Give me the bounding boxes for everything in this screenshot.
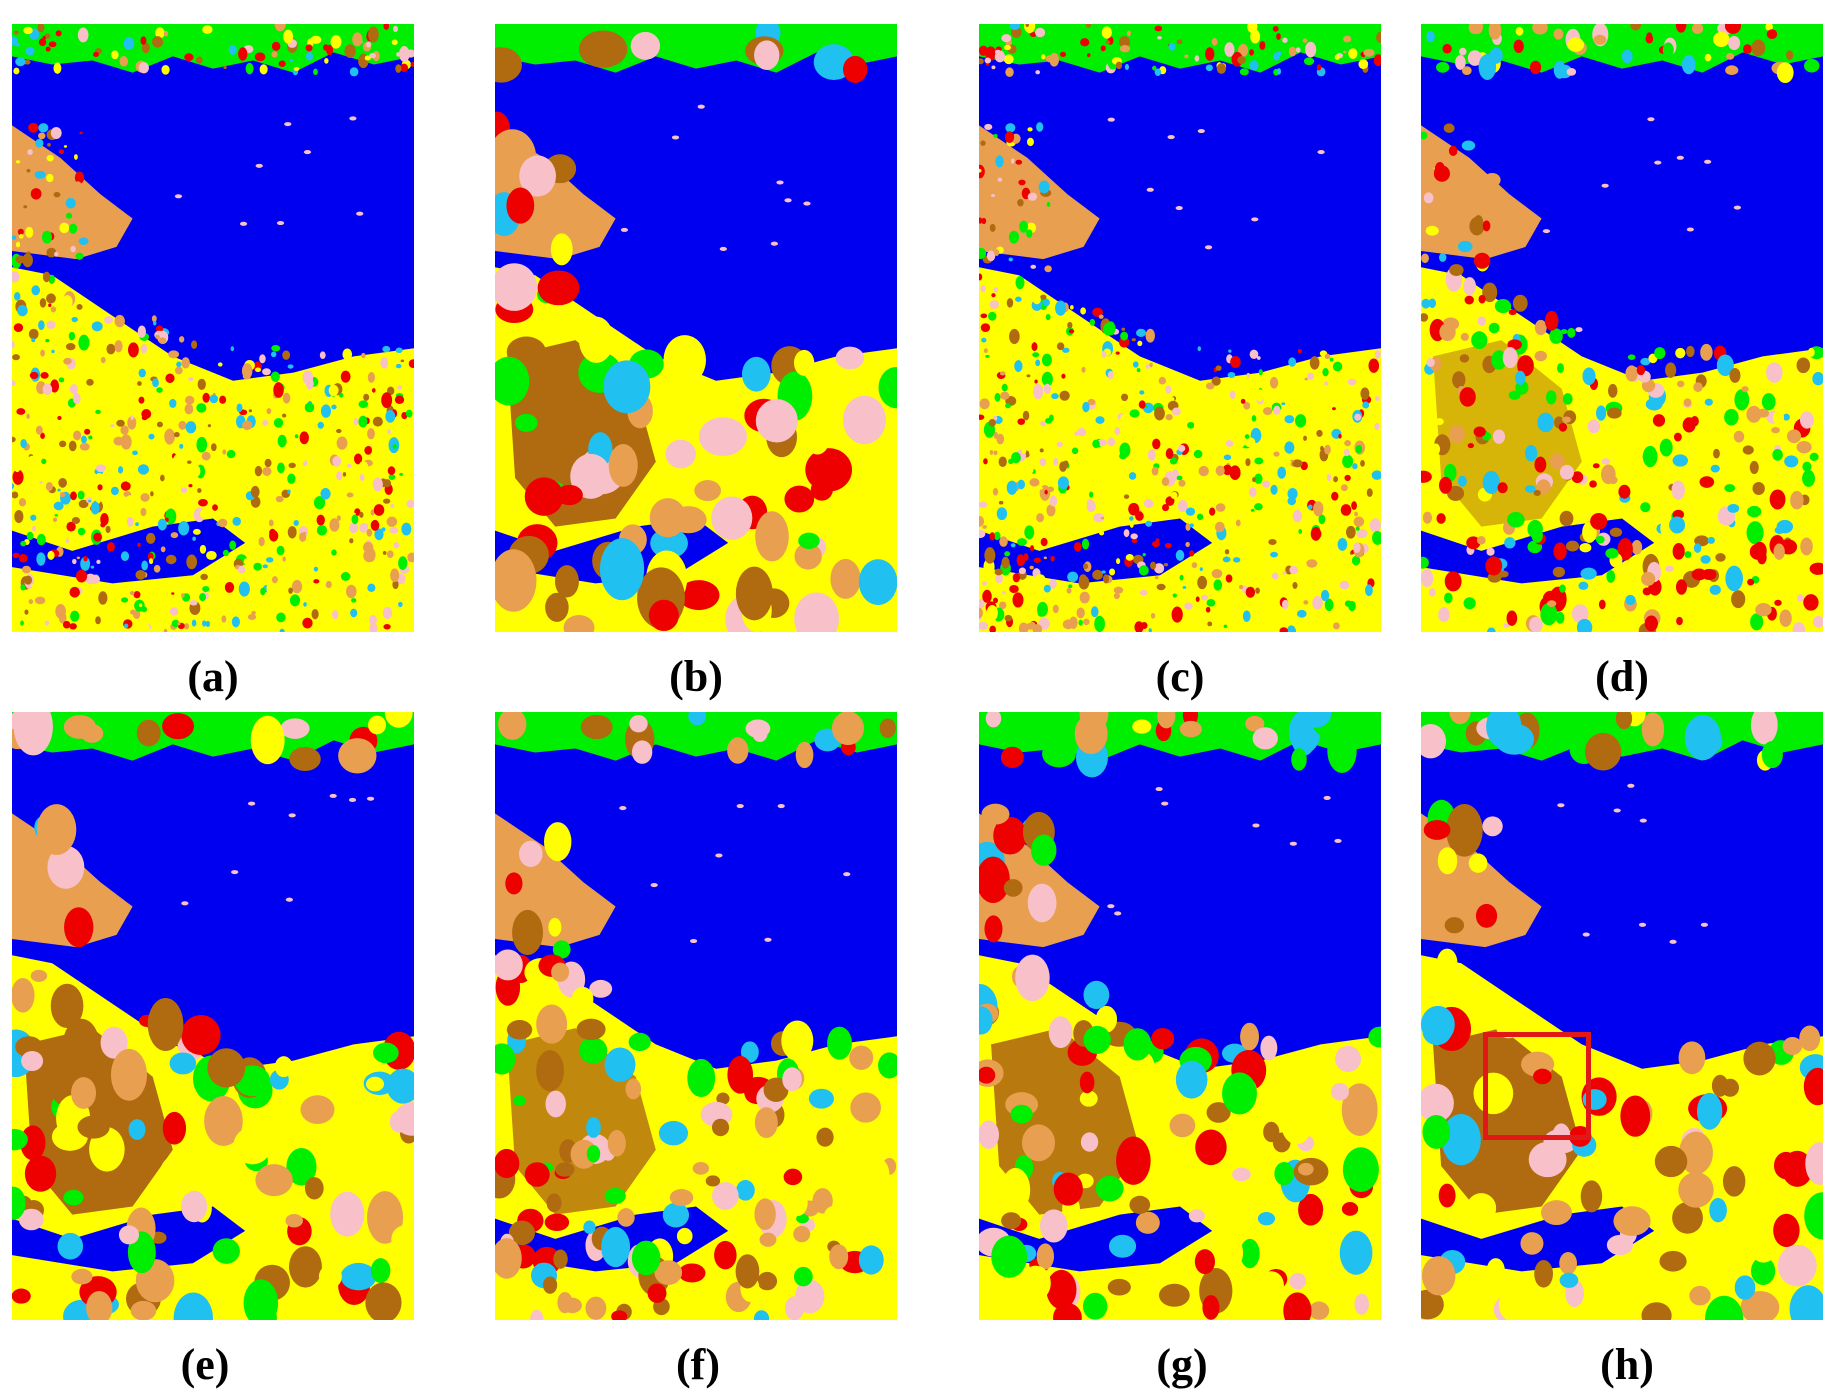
map-panel-g — [979, 712, 1381, 1320]
panel-label-b: (b) — [669, 652, 723, 701]
map-panel-c — [979, 24, 1381, 632]
map-a-graphic — [12, 24, 414, 632]
map-e-graphic — [12, 712, 414, 1320]
panel-label-g: (g) — [1156, 1340, 1208, 1389]
map-f-graphic — [495, 712, 897, 1320]
map-d-graphic — [1421, 24, 1823, 632]
panel-label-d: (d) — [1595, 652, 1649, 701]
map-panel-a — [12, 24, 414, 632]
panel-label-e: (e) — [180, 1340, 230, 1389]
panel-label-h: (h) — [1600, 1340, 1654, 1389]
panel-label-f: (f) — [676, 1340, 720, 1389]
map-panel-h — [1421, 712, 1823, 1320]
map-panel-e — [12, 712, 414, 1320]
highlight-box — [1483, 1032, 1591, 1140]
map-panel-f — [495, 712, 897, 1320]
map-b-graphic — [495, 24, 897, 632]
map-h-graphic — [1421, 712, 1823, 1320]
map-panel-d — [1421, 24, 1823, 632]
map-g-graphic — [979, 712, 1381, 1320]
panel-label-a: (a) — [187, 652, 239, 701]
map-c-graphic — [979, 24, 1381, 632]
map-panel-b — [495, 24, 897, 632]
panel-label-c: (c) — [1155, 652, 1205, 701]
